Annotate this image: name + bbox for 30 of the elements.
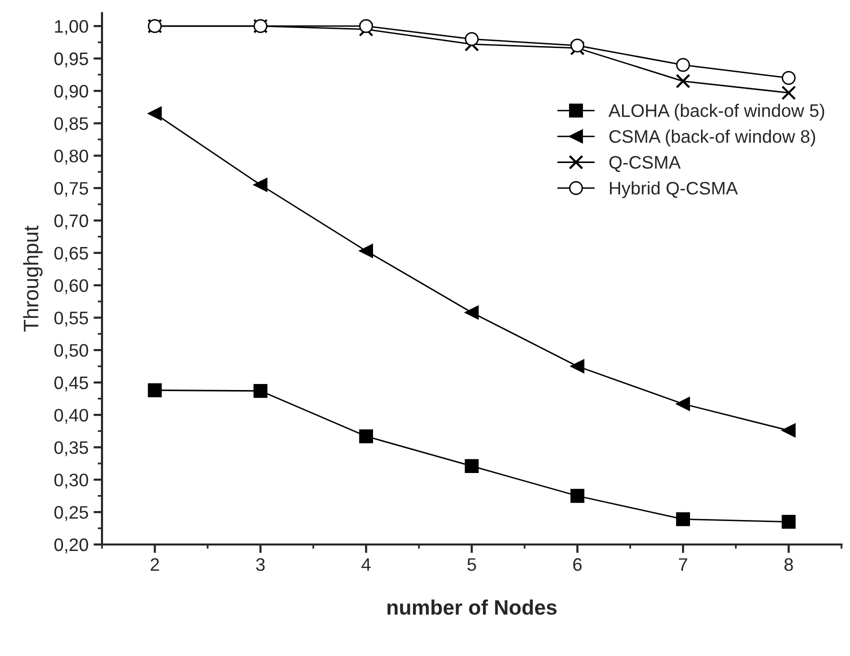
y-tick-label: 0,45 bbox=[54, 376, 88, 392]
y-tick-label: 0,55 bbox=[54, 312, 88, 327]
legend-label: ALOHA (back-of window 5) bbox=[608, 104, 824, 121]
legend-label: Q-CSMA bbox=[609, 156, 681, 172]
y-tick-label: 0,65 bbox=[54, 246, 88, 262]
y-tick-label: 0,50 bbox=[54, 344, 88, 359]
y-tick-label: 0,85 bbox=[54, 117, 88, 132]
y-tick-label: 0,30 bbox=[54, 474, 88, 489]
y-tick-label: 1,00 bbox=[55, 20, 88, 35]
y-axis-title: Throughput bbox=[23, 226, 43, 332]
x-tick-label: 6 bbox=[573, 558, 582, 571]
y-tick-label: 0,20 bbox=[54, 538, 88, 554]
y-tick-label: 0,60 bbox=[54, 279, 88, 294]
y-tick-label: 0,70 bbox=[54, 214, 88, 230]
legend-label: Hybrid Q-CSMA bbox=[610, 181, 738, 198]
y-tick-label: 0,80 bbox=[54, 150, 88, 165]
x-tick-label: 5 bbox=[467, 558, 476, 571]
x-tick-label: 8 bbox=[784, 558, 793, 571]
y-tick-label: 0,95 bbox=[54, 52, 88, 68]
x-tick-label: 3 bbox=[256, 558, 265, 571]
legend-label: CSMA (back-of window 8) bbox=[609, 130, 816, 146]
x-axis-title: number of Nodes bbox=[387, 600, 557, 615]
y-tick-label: 0,25 bbox=[54, 506, 88, 521]
y-tick-label: 0,75 bbox=[54, 182, 88, 197]
x-tick-label: 2 bbox=[150, 558, 159, 571]
x-tick-label: 4 bbox=[362, 558, 371, 571]
y-tick-label: 0,90 bbox=[54, 84, 88, 100]
y-tick-label: 0,35 bbox=[54, 441, 88, 456]
x-tick-label: 7 bbox=[678, 558, 688, 571]
y-tick-label: 0,40 bbox=[54, 408, 88, 424]
